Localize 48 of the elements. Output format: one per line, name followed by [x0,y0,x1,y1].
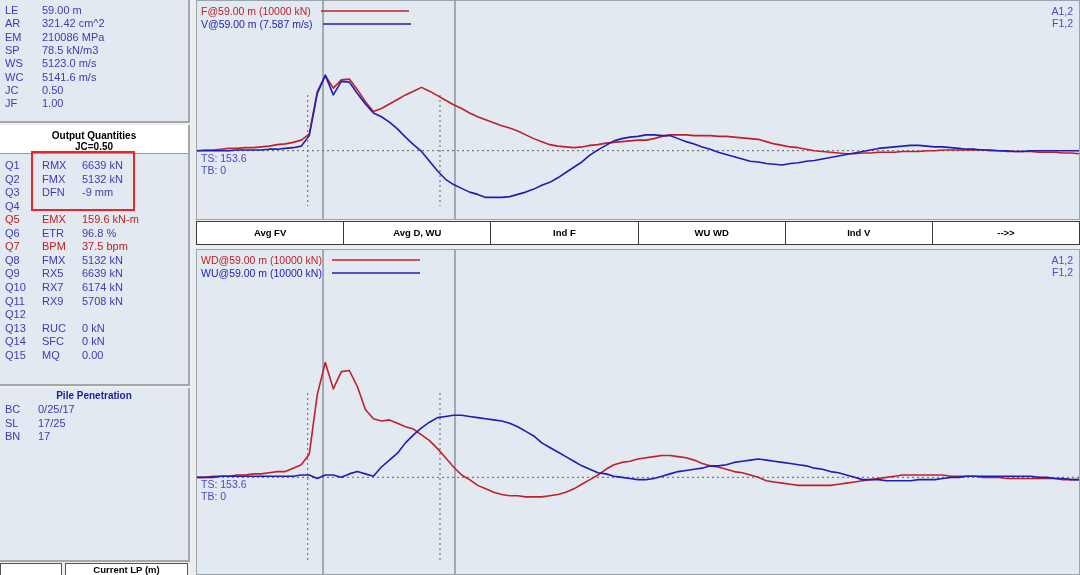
text: WU@59.00 m (10000 kN) [201,266,322,279]
text: SP 78.5 kN/m3 [5,44,99,57]
text: Q15 MQ 0.00 [5,348,104,361]
text: EM 210086 MPa [5,30,105,43]
button: -->> [931,221,1080,245]
text: V@59.00 m (7.587 m/s) [201,17,313,30]
text: JC 0.50 [5,84,64,97]
text: SL 17/25 [5,416,66,429]
text: JF 1.00 [5,97,64,110]
button: Ind V [784,221,933,245]
text: BN 17 [5,430,51,442]
button: Avg FV [196,221,345,245]
text: Q3 DFN -9 mm [5,186,114,199]
button: Ind F [490,221,639,245]
annotation: TS: 153.6 [201,478,247,491]
annotation: TS: 153.6 [201,151,247,164]
text: WC 5141.6 m/s [5,70,97,83]
annotation: TB: 0 [201,490,227,503]
text: F1,2 [1051,266,1073,278]
text: Q12 [5,308,26,321]
text: A1,2 [1051,254,1073,266]
text: Q6 ETR 96.8 % [5,226,117,239]
button: WU WD [637,221,786,245]
text: Q9 RX5 6639 kN [5,267,123,280]
text: F1,2 [1051,17,1073,29]
text: Q11 RX9 5708 kN [5,294,123,307]
button: Avg D, WU [343,221,492,245]
text: Q5 EMX 159.6 kN-m [5,213,139,226]
text: Q2 FMX 5132 kN [5,172,123,185]
text: WD@59.00 m (10000 kN) [201,254,322,267]
text: LE 59.00 m [5,4,82,16]
text: JC=0.50 [74,141,114,152]
text: Q1 RMX 6639 kN [5,159,123,171]
text: WS 5123.0 m/s [5,57,97,70]
text: Q10 RX7 6174 kN [5,280,123,293]
text: Pile Penetration [56,390,132,401]
text: BC 0/25/17 [5,403,75,415]
text: Current LP (m) [93,564,160,575]
text: AR 321.42 cm^2 [5,17,105,30]
text: Q7 BPM 37.5 bpm [5,240,128,253]
annotation: TB: 0 [201,163,227,176]
text: Q13 RUC 0 kN [5,321,105,334]
text: Q8 FMX 5132 kN [5,253,123,266]
text: Output Quantities [51,130,137,141]
text: Q14 SFC 0 kN [5,335,105,348]
text: F@59.00 m (10000 kN) [201,5,311,18]
text: Q4 [5,199,20,212]
text: A1,2 [1051,5,1073,17]
